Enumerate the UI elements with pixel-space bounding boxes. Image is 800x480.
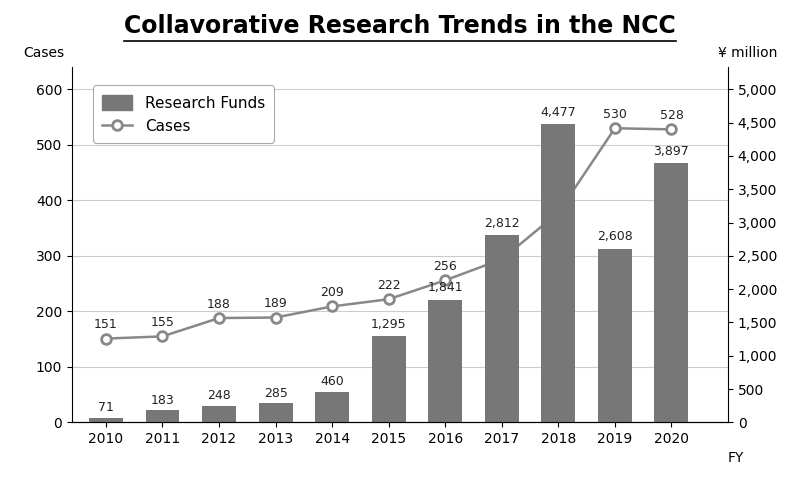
Bar — [542, 124, 575, 422]
Text: 528: 528 — [659, 109, 683, 122]
Text: 209: 209 — [320, 286, 344, 299]
Text: 285: 285 — [264, 387, 287, 400]
Text: 1,295: 1,295 — [371, 318, 406, 331]
Text: 183: 183 — [150, 394, 174, 407]
Text: Collavorative Research Trends in the NCC: Collavorative Research Trends in the NCC — [124, 14, 676, 38]
Text: 188: 188 — [207, 298, 231, 311]
Text: 71: 71 — [98, 401, 114, 414]
Text: 2,812: 2,812 — [484, 217, 520, 230]
Text: ¥ million: ¥ million — [718, 46, 777, 60]
Text: 378: 378 — [546, 192, 570, 205]
Bar — [315, 392, 349, 422]
Text: 248: 248 — [207, 389, 231, 402]
Text: 151: 151 — [94, 318, 118, 331]
Text: FY: FY — [728, 451, 744, 465]
Text: 1,841: 1,841 — [427, 281, 463, 294]
Bar — [146, 410, 179, 422]
Text: 530: 530 — [603, 108, 627, 121]
Text: 155: 155 — [150, 316, 174, 329]
Bar — [428, 300, 462, 422]
Bar — [598, 249, 632, 422]
Bar — [485, 235, 518, 422]
Bar — [202, 406, 236, 422]
Text: 460: 460 — [320, 375, 344, 388]
Text: 3,897: 3,897 — [654, 144, 690, 157]
Bar — [258, 403, 293, 422]
Text: 222: 222 — [377, 279, 401, 292]
Bar — [89, 418, 123, 422]
Text: 4,477: 4,477 — [541, 106, 576, 119]
Text: 256: 256 — [434, 260, 457, 273]
Legend: Research Funds, Cases: Research Funds, Cases — [93, 85, 274, 144]
Text: 294: 294 — [490, 239, 514, 252]
Text: 189: 189 — [264, 297, 287, 310]
Text: Cases: Cases — [23, 46, 64, 60]
Text: 2,608: 2,608 — [597, 230, 633, 243]
Bar — [372, 336, 406, 422]
Bar — [654, 163, 689, 422]
